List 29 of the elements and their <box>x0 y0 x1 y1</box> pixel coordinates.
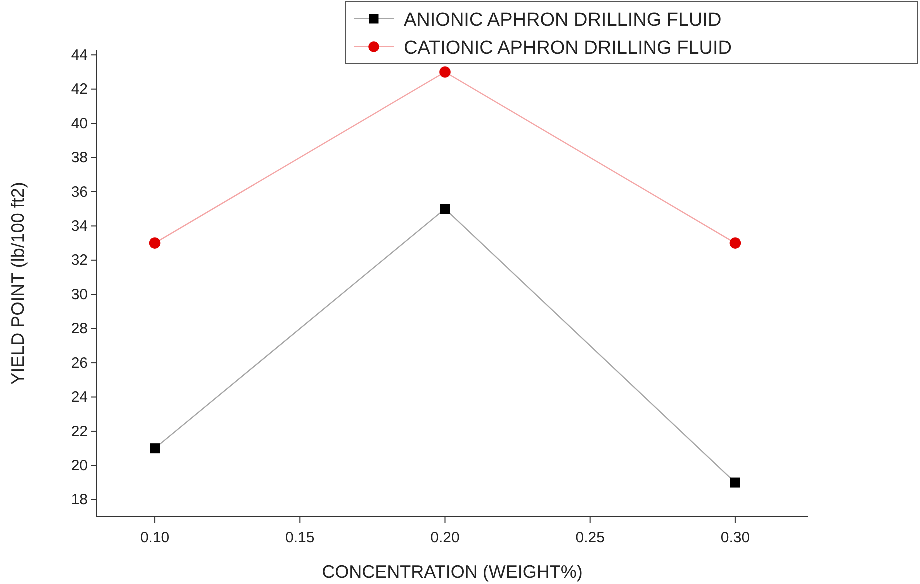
y-tick-label: 40 <box>71 115 88 132</box>
y-tick-label: 44 <box>71 46 88 64</box>
y-tick-label: 22 <box>71 423 88 440</box>
x-axis-title: CONCENTRATION (WEIGHT%) <box>322 562 583 582</box>
point <box>440 204 450 214</box>
point <box>730 478 740 488</box>
x-tick-label: 0.20 <box>430 530 460 546</box>
y-tick-label: 42 <box>71 81 88 98</box>
y-tick-label: 32 <box>71 252 88 270</box>
legend-label: CATIONIC APHRON DRILLING FLUID <box>404 38 732 59</box>
y-tick-label: 28 <box>71 320 88 338</box>
point <box>440 66 451 78</box>
y-tick-label: 18 <box>71 492 88 509</box>
y-tick-label: 26 <box>71 354 88 372</box>
point <box>150 444 160 454</box>
point <box>730 238 742 249</box>
x-tick-label: 0.30 <box>720 530 750 546</box>
y-tick-label: 34 <box>71 218 88 235</box>
legend-label: ANIONIC APHRON DRILLING FLUID <box>404 10 722 31</box>
y-tick-label: 36 <box>71 184 88 201</box>
x-tick-label: 0.25 <box>576 530 605 546</box>
y-tick-label: 38 <box>71 150 88 167</box>
y-tick-label: 20 <box>71 457 88 474</box>
x-tick-label: 0.15 <box>286 530 315 546</box>
point <box>149 238 161 249</box>
y-tick-label: 30 <box>71 286 88 304</box>
x-tick-label: 0.10 <box>140 530 170 546</box>
y-tick-label: 24 <box>71 389 88 406</box>
y-axis-title: YIELD POINT (lb/100 ft2) <box>8 182 28 385</box>
